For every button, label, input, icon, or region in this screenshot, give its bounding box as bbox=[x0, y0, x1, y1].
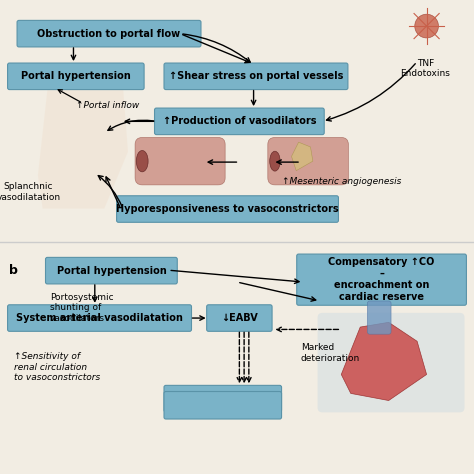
FancyBboxPatch shape bbox=[17, 20, 201, 47]
Text: Marked
deterioration: Marked deterioration bbox=[301, 344, 360, 363]
FancyBboxPatch shape bbox=[367, 301, 391, 334]
Text: Portal hypertension: Portal hypertension bbox=[21, 71, 131, 82]
Polygon shape bbox=[341, 322, 427, 401]
Text: ↑Sensitivity of
renal circulation
to vasoconstrictors: ↑Sensitivity of renal circulation to vas… bbox=[14, 353, 100, 382]
FancyBboxPatch shape bbox=[164, 63, 348, 90]
FancyBboxPatch shape bbox=[207, 305, 272, 331]
Text: ↑Portal inflow: ↑Portal inflow bbox=[76, 101, 139, 110]
Text: b: b bbox=[9, 264, 18, 277]
FancyBboxPatch shape bbox=[297, 254, 466, 305]
FancyBboxPatch shape bbox=[164, 385, 282, 412]
Text: TNF
Endotoxins: TNF Endotoxins bbox=[401, 59, 450, 78]
Text: Portal hypertension: Portal hypertension bbox=[56, 265, 166, 276]
Text: ↑Mesenteric angiogenesis: ↑Mesenteric angiogenesis bbox=[282, 177, 401, 186]
Polygon shape bbox=[38, 90, 128, 209]
FancyBboxPatch shape bbox=[164, 392, 282, 419]
Text: System arterial vasodilatation: System arterial vasodilatation bbox=[16, 313, 183, 323]
Circle shape bbox=[415, 14, 438, 38]
FancyBboxPatch shape bbox=[117, 196, 338, 222]
FancyBboxPatch shape bbox=[318, 313, 465, 412]
Ellipse shape bbox=[270, 151, 280, 171]
Polygon shape bbox=[292, 142, 313, 171]
Text: ↓EABV: ↓EABV bbox=[221, 313, 258, 323]
Text: ↑Shear stress on portal vessels: ↑Shear stress on portal vessels bbox=[169, 71, 343, 82]
FancyBboxPatch shape bbox=[8, 305, 191, 331]
Text: Portosystemic
shunting of
vasodilators: Portosystemic shunting of vasodilators bbox=[50, 293, 113, 323]
Text: Obstruction to portal flow: Obstruction to portal flow bbox=[37, 28, 181, 39]
FancyBboxPatch shape bbox=[8, 63, 144, 90]
FancyBboxPatch shape bbox=[268, 137, 348, 185]
Text: Compensatory ↑CO
–
encroachment on
cardiac reserve: Compensatory ↑CO – encroachment on cardi… bbox=[328, 257, 435, 302]
Ellipse shape bbox=[136, 150, 148, 172]
Text: Hyporesponsiveness to vasoconstrictors: Hyporesponsiveness to vasoconstrictors bbox=[116, 204, 339, 214]
FancyBboxPatch shape bbox=[46, 257, 177, 284]
Text: Splanchnic
vasodilatation: Splanchnic vasodilatation bbox=[0, 182, 61, 201]
FancyBboxPatch shape bbox=[155, 108, 324, 135]
FancyBboxPatch shape bbox=[135, 137, 225, 185]
Text: ↑Production of vasodilators: ↑Production of vasodilators bbox=[163, 116, 316, 127]
